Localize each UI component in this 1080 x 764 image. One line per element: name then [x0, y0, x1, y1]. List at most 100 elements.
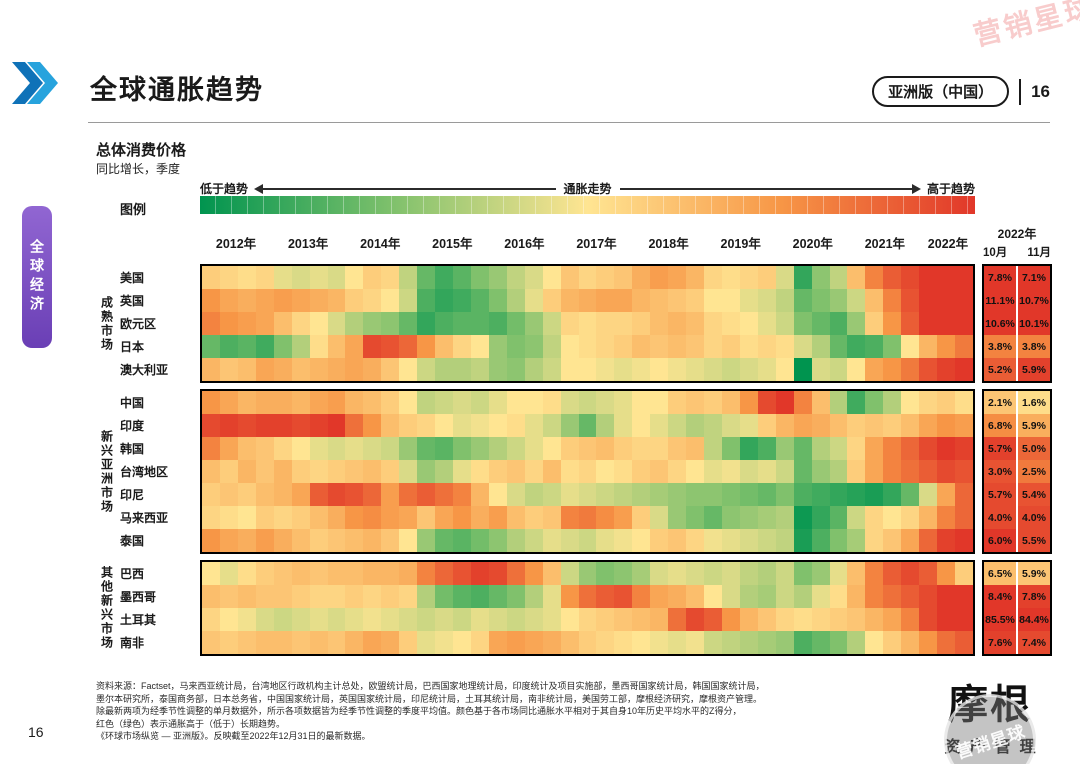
heatmap-cell: [381, 631, 400, 654]
heatmap-cell: [632, 631, 651, 654]
monthly-value: 6.0%: [984, 529, 1016, 552]
heatmap-cell: [775, 608, 794, 631]
heatmap-cell: [578, 437, 597, 460]
heatmap-cell: [937, 312, 956, 335]
heatmap-cell: [273, 312, 292, 335]
heatmap-cell: [793, 529, 812, 552]
heatmap-cell: [417, 289, 436, 312]
heatmap-cell: [345, 585, 364, 608]
heatmap-cell: [273, 266, 292, 289]
heatmap-cell: [470, 335, 489, 358]
heatmap-cell: [757, 608, 776, 631]
heatmap-cell: [721, 437, 740, 460]
heatmap-cell: [955, 483, 973, 506]
heatmap-cell: [435, 266, 454, 289]
heatmap-cell: [291, 562, 310, 585]
heatmap-cell: [219, 562, 238, 585]
heatmap-cell: [488, 483, 507, 506]
heatmap-cell: [632, 483, 651, 506]
heatmap-cell: [757, 529, 776, 552]
heatmap-cell: [865, 335, 884, 358]
heatmap-cell: [596, 460, 615, 483]
heatmap-cell: [596, 506, 615, 529]
heatmap-cell: [255, 437, 274, 460]
group-label: 成熟市场: [99, 295, 114, 352]
heatmap-cell: [847, 562, 866, 585]
heatmap-cell: [435, 483, 454, 506]
heatmap-cell: [937, 391, 956, 414]
heatmap-cell: [309, 414, 328, 437]
heatmap-cell: [560, 266, 579, 289]
heatmap-cell: [650, 312, 669, 335]
heatmap-cell: [219, 335, 238, 358]
heatmap-cell: [435, 608, 454, 631]
heatmap-cell: [435, 631, 454, 654]
heatmap-cell: [937, 562, 956, 585]
heatmap-cell: [327, 289, 346, 312]
heatmap-cell: [650, 358, 669, 381]
heatmap-cell: [399, 437, 418, 460]
source-line: 墨尔本研究所，泰国商务部，日本总务省，中国国家统计局，英国国家统计局，印尼统计局…: [96, 693, 763, 704]
heatmap-cell: [955, 608, 973, 631]
heatmap-cell: [686, 391, 705, 414]
year-axis: 2012年 2013年 2014年 2015年 2016年 2017年 2018年 2019年…: [200, 233, 975, 251]
heatmap-cell: [865, 312, 884, 335]
heatmap-cell: [686, 312, 705, 335]
source-line: 《环球市场纵览 — 亚洲版》。反映截至2022年12月31日的最新数据。: [96, 731, 371, 742]
heatmap-cell: [883, 358, 902, 381]
heatmap-cell: [721, 585, 740, 608]
heatmap-cell: [901, 266, 920, 289]
heatmap-cell: [668, 529, 687, 552]
heatmap-cell: [219, 414, 238, 437]
monthly-value: 5.2%: [984, 358, 1016, 381]
heatmap-cell: [721, 608, 740, 631]
edition-pill: 亚洲版（中国）: [872, 76, 1010, 107]
heatmap-cell: [237, 391, 256, 414]
heatmap-cell: [542, 312, 561, 335]
heatmap-cell: [399, 483, 418, 506]
heatmap-cell: [668, 506, 687, 529]
heatmap-cell: [578, 506, 597, 529]
heatmap-cell: [632, 460, 651, 483]
heatmap-cell: [506, 437, 525, 460]
heatmap-cell: [847, 391, 866, 414]
heatmap-cell: [829, 414, 848, 437]
heatmap-cell: [560, 483, 579, 506]
heatmap-cell: [757, 289, 776, 312]
heatmap-cell: [237, 506, 256, 529]
heatmap-cell: [901, 529, 920, 552]
heatmap-cell: [542, 562, 561, 585]
heatmap-cell: [542, 506, 561, 529]
heatmap-cell: [919, 529, 938, 552]
heatmap-cell: [524, 585, 543, 608]
heatmap-cell: [704, 437, 722, 460]
heatmap-cell: [650, 289, 669, 312]
heatmap-cell: [883, 631, 902, 654]
heatmap-cell: [632, 312, 651, 335]
sidebar-tab-global-economy[interactable]: 全球经济: [22, 206, 52, 348]
heatmap-cell: [417, 483, 436, 506]
heatmap-cell: [632, 266, 651, 289]
heatmap-cell: [202, 437, 220, 460]
heatmap-cell: [614, 266, 633, 289]
heatmap-cell: [506, 289, 525, 312]
heatmap-cell: [739, 391, 758, 414]
heatmap-cell: [686, 631, 705, 654]
heatmap-cell: [865, 562, 884, 585]
heatmap-cell: [488, 335, 507, 358]
heatmap-cell: [775, 358, 794, 381]
heatmap-cell: [919, 460, 938, 483]
heatmap-cell: [202, 289, 220, 312]
legend-label: 图例: [120, 202, 147, 217]
monthly-value: 5.0%: [1018, 437, 1050, 460]
heatmap-cell: [417, 358, 436, 381]
heatmap-cell: [470, 529, 489, 552]
heatmap-group: [200, 560, 975, 656]
heatmap-cell: [417, 460, 436, 483]
heatmap-cell: [309, 483, 328, 506]
heatmap-cell: [650, 335, 669, 358]
heatmap-cell: [775, 562, 794, 585]
heatmap-cell: [901, 562, 920, 585]
heatmap-cell: [793, 335, 812, 358]
heatmap-cell: [686, 266, 705, 289]
